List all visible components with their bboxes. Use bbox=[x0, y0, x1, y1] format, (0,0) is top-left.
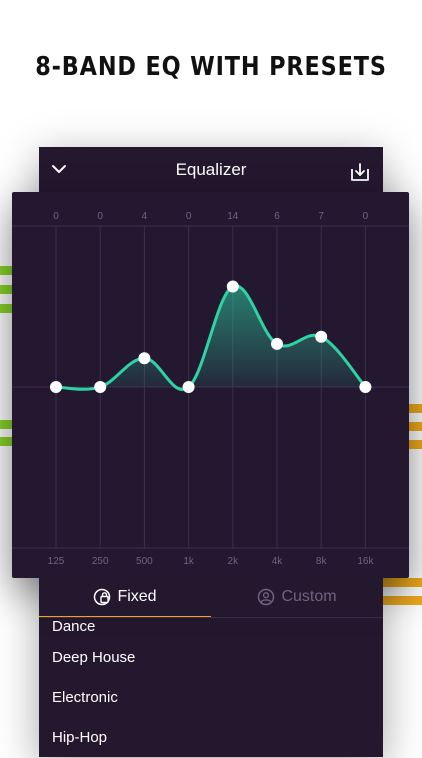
download-icon[interactable] bbox=[349, 161, 371, 183]
preset-item[interactable]: Dance bbox=[52, 618, 96, 635]
equalizer-title: Equalizer bbox=[175, 160, 247, 179]
eq-freq-label: 1k bbox=[183, 556, 195, 567]
equalizer-header: Equalizer bbox=[39, 147, 383, 193]
tab-custom-label: Custom bbox=[281, 588, 337, 605]
tab-fixed[interactable]: Fixed bbox=[39, 578, 211, 618]
eq-freq-label: 250 bbox=[92, 556, 109, 567]
eq-gain-label: 0 bbox=[186, 211, 192, 222]
eq-gain-label: 7 bbox=[318, 211, 324, 222]
eq-freq-label: 4k bbox=[272, 556, 284, 567]
headline: 8-BAND EQ WITH PRESETS bbox=[35, 52, 387, 82]
preset-item[interactable]: Electronic bbox=[52, 689, 118, 706]
preset-item[interactable]: Deep House bbox=[52, 649, 136, 666]
lock-icon bbox=[94, 588, 111, 606]
eq-band-handle[interactable] bbox=[315, 330, 328, 343]
tab-custom[interactable]: Custom bbox=[211, 578, 383, 616]
decorative-stripe-right bbox=[408, 404, 422, 413]
equalizer-graph[interactable]: 0 125 0 250 4 500 0 1k 14 2k 6 4k 7 8k 0 16k bbox=[12, 192, 409, 578]
decorative-stripe-left bbox=[0, 420, 14, 429]
eq-band-handle[interactable] bbox=[94, 381, 107, 393]
eq-gain-label: 6 bbox=[274, 211, 280, 222]
eq-band-handle[interactable] bbox=[271, 337, 283, 350]
equalizer-graph-panel: 0 125 0 250 4 500 0 1k 14 2k 6 4k 7 8k 0 16k bbox=[12, 192, 409, 578]
eq-freq-label: 16k bbox=[357, 556, 374, 567]
decorative-stripe-right bbox=[408, 422, 422, 431]
preset-tabs: Fixed Custom bbox=[39, 578, 383, 618]
eq-gain-label: 0 bbox=[363, 211, 369, 222]
eq-band-handle[interactable] bbox=[50, 381, 62, 393]
eq-gain-label: 0 bbox=[97, 211, 103, 222]
chevron-down-icon[interactable] bbox=[51, 161, 67, 177]
eq-gain-label: 0 bbox=[53, 211, 59, 222]
eq-band-handle[interactable] bbox=[138, 352, 151, 365]
preset-list: Dance Deep House Electronic Hip-Hop bbox=[39, 618, 383, 758]
decorative-stripe-left bbox=[0, 437, 14, 446]
eq-band-handle[interactable] bbox=[359, 381, 372, 393]
eq-freq-label: 8k bbox=[316, 556, 328, 567]
preset-item[interactable]: Hip-Hop bbox=[52, 729, 108, 746]
eq-gain-label: 4 bbox=[142, 211, 148, 222]
eq-band-handle[interactable] bbox=[182, 381, 195, 393]
user-icon bbox=[258, 588, 275, 606]
eq-gain-label: 14 bbox=[227, 211, 239, 222]
decorative-stripe-right bbox=[383, 596, 422, 605]
eq-freq-label: 500 bbox=[136, 556, 153, 567]
decorative-stripe-right bbox=[383, 578, 422, 587]
tab-fixed-label: Fixed bbox=[117, 588, 157, 605]
tab-divider bbox=[39, 617, 383, 618]
decorative-stripe-right bbox=[408, 440, 422, 449]
eq-freq-label: 125 bbox=[48, 556, 65, 567]
eq-freq-label: 2k bbox=[228, 556, 240, 567]
eq-band-handle[interactable] bbox=[226, 280, 239, 293]
